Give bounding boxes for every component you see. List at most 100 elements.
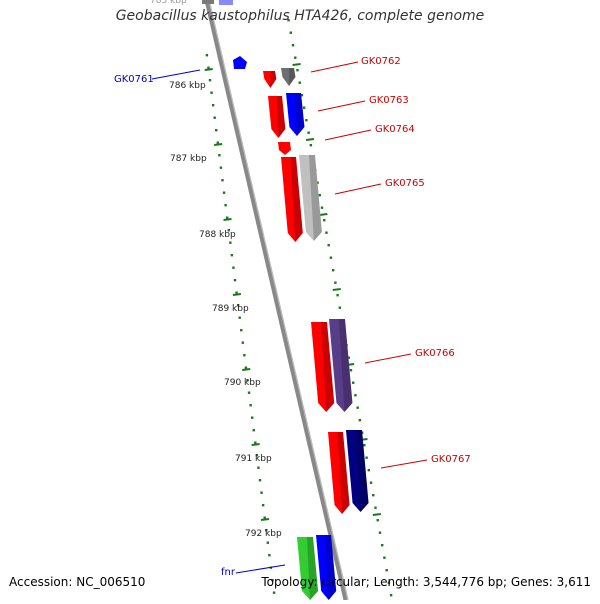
rail-tick-left	[250, 416, 254, 419]
rail-tick-left	[255, 454, 259, 457]
gene-label-leader	[310, 61, 359, 73]
rail-tick-left	[236, 304, 240, 307]
gene-label: GK0763	[369, 95, 409, 106]
rail-tick-right	[329, 256, 333, 259]
gene-gk0761	[233, 56, 247, 69]
rail-tick-right	[291, 44, 295, 47]
rail-tick-left	[272, 591, 276, 594]
rail-tick-left	[265, 529, 268, 532]
rail-major-tick-left	[223, 218, 232, 221]
rail-tick-left	[235, 291, 238, 294]
rail-tick-left	[205, 54, 209, 57]
rail-tick-right	[374, 506, 377, 509]
rail-tick-left	[232, 266, 235, 269]
rail-tick-left	[229, 241, 232, 244]
rail-tick-left	[208, 79, 212, 82]
rail-tick-left	[266, 541, 270, 544]
map-title: Geobacillus kaustophilus HTA426, complet…	[115, 8, 485, 24]
rail-major-tick-left	[214, 143, 223, 146]
gene-gk0765	[281, 157, 303, 242]
gene-gk0766-shade	[320, 322, 335, 412]
gene-gk0767-shade	[337, 432, 350, 514]
rail-tick-right	[349, 369, 353, 372]
rail-tick-left	[216, 141, 220, 144]
gene-label: GK0765	[385, 178, 425, 189]
rail-tick-right	[376, 519, 379, 522]
rail-major-tick-right	[372, 513, 381, 516]
rail-tick-right	[352, 381, 355, 384]
ruler-label: 786 kbp	[169, 81, 206, 91]
rail-tick-right	[358, 419, 362, 422]
rail-tick-right	[378, 531, 382, 534]
rail-tick-left	[221, 179, 224, 182]
gene-gk0766-strand2-shade	[338, 319, 353, 412]
rail-tick-left	[230, 254, 234, 257]
rail-major-tick-left	[204, 68, 213, 71]
rail-tick-left	[222, 191, 226, 194]
rail-tick-left	[240, 329, 243, 332]
gene-gk0765-strand2	[299, 155, 322, 241]
ruler-label: 792 kbp	[245, 529, 282, 539]
ruler-label: 785 kbp	[150, 0, 187, 6]
rail-tick-right	[338, 306, 342, 309]
gene-label-leader	[324, 129, 372, 141]
gene-gk0763-strand2	[286, 93, 305, 136]
rail-tick-left	[213, 116, 216, 119]
rail-tick-left	[254, 441, 257, 444]
rail-tick-left	[271, 579, 274, 582]
rail-tick-right	[307, 131, 310, 134]
rail-tick-left	[261, 504, 265, 507]
gene-gk0762	[263, 71, 277, 88]
gene-bottom-blue-shade	[325, 535, 337, 600]
rail-tick-left	[218, 154, 221, 157]
rail-tick-left	[238, 316, 241, 319]
gene-gk0766	[311, 322, 335, 412]
rail-tick-right	[367, 469, 371, 472]
rail-major-tick-left	[232, 293, 241, 296]
gene-gk0762-shade	[270, 71, 277, 88]
rail-tick-left	[246, 379, 249, 382]
rail-tick-right	[363, 444, 366, 447]
gene-gk0767	[328, 432, 350, 514]
rail-tick-left	[224, 204, 227, 207]
rail-major-tick-right	[332, 288, 341, 291]
gene-gk0765-strand2-shade	[308, 155, 322, 241]
gene-gk0762-strand2	[281, 68, 296, 86]
rail-tick-right	[302, 106, 306, 109]
gene-gk0766-strand2	[329, 319, 353, 412]
rail-tick-left	[219, 166, 223, 169]
rail-tick-right	[325, 231, 328, 234]
ruler-label: 791 kbp	[235, 454, 272, 464]
rail-tick-left	[241, 341, 245, 344]
gene-gk0763-strand2-shade	[295, 93, 305, 136]
rail-tick-right	[316, 181, 319, 184]
rail-tick-right	[389, 594, 393, 597]
rail-tick-left	[263, 516, 266, 519]
gene-gk0763-shade	[276, 96, 286, 138]
gene-bottom-blue	[316, 535, 337, 600]
gene-label: GK0761	[114, 74, 154, 85]
gene-label-leader	[380, 459, 428, 469]
gene-top-gray	[202, 0, 214, 4]
rail-tick-left	[211, 104, 215, 107]
gene-label-leader	[334, 183, 382, 195]
gene-label: GK0762	[361, 56, 401, 67]
ruler-label: 788 kbp	[199, 230, 236, 240]
gene-fnr	[297, 537, 319, 600]
gene-label: GK0766	[415, 348, 455, 359]
rail-tick-right	[323, 219, 326, 222]
gene-top-blue	[219, 0, 233, 5]
gene-label: fnr	[221, 567, 236, 578]
rail-tick-right	[309, 144, 313, 147]
gene-label-leader	[235, 564, 286, 574]
rail-tick-right	[385, 569, 388, 572]
rail-tick-right	[387, 581, 391, 584]
gene-gk0765-shade	[290, 157, 303, 242]
rail-tick-right	[383, 556, 386, 559]
rail-tick-right	[356, 406, 359, 409]
gene-gk0762-strand2-shade	[288, 68, 296, 86]
ruler-label: 790 kbp	[224, 378, 261, 388]
gene-gk0767-strand2	[346, 430, 369, 512]
